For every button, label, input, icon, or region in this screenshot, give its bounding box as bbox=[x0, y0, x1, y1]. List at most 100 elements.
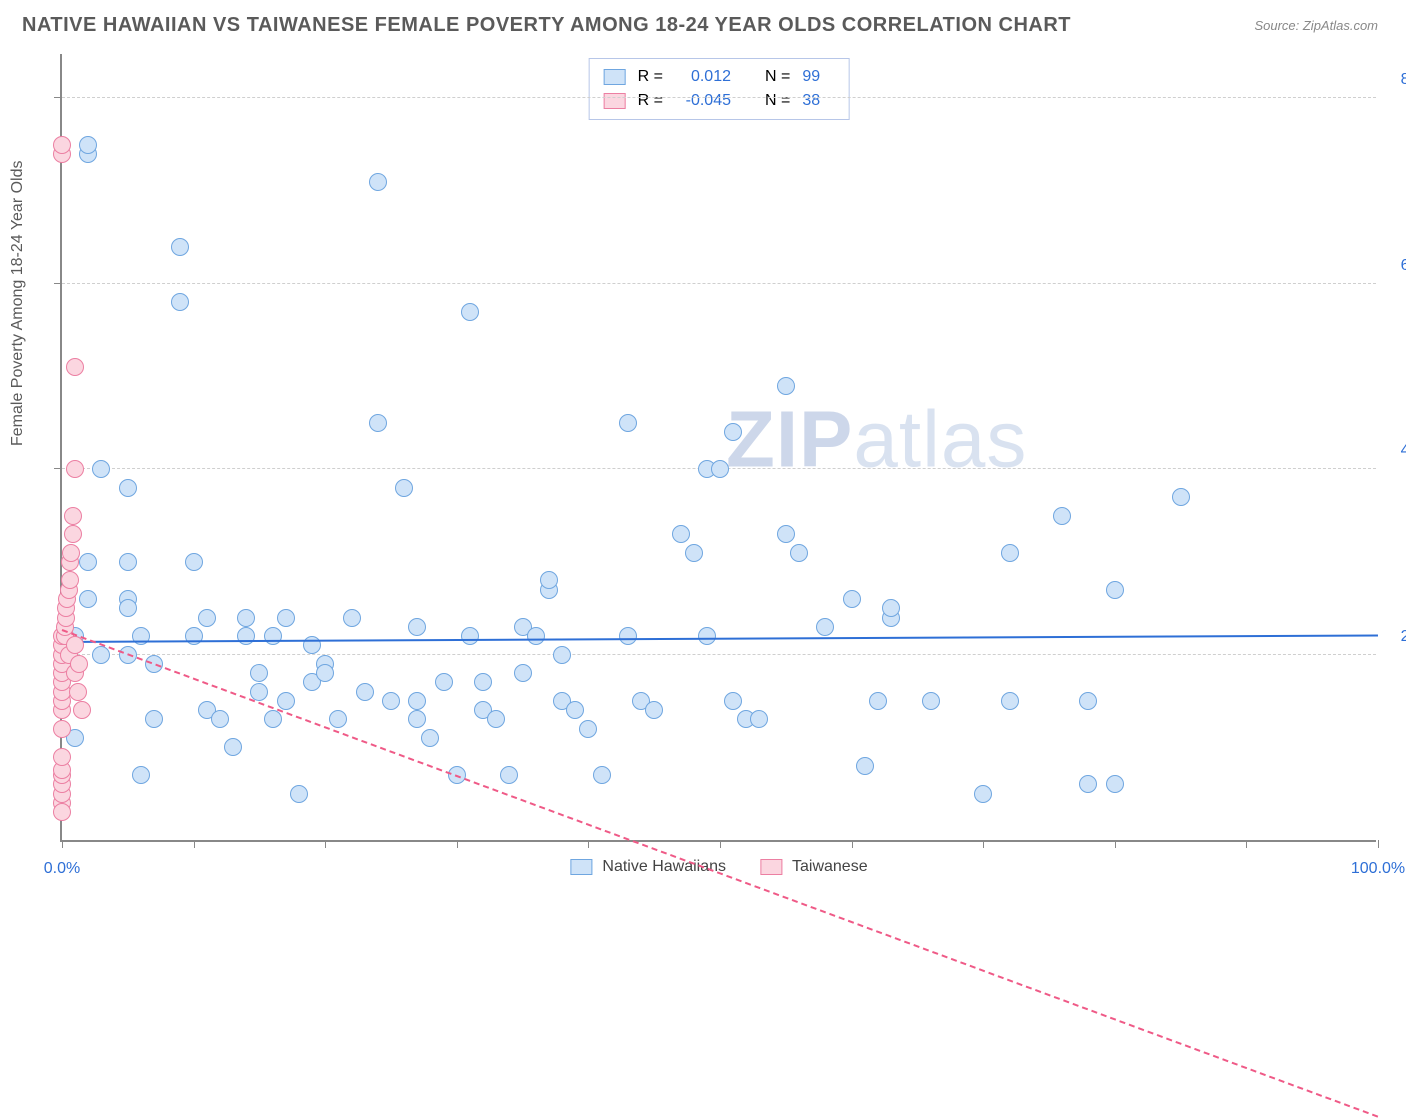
data-point bbox=[553, 646, 571, 664]
data-point bbox=[1079, 692, 1097, 710]
data-point bbox=[421, 729, 439, 747]
data-point bbox=[527, 627, 545, 645]
data-point bbox=[974, 785, 992, 803]
data-point bbox=[53, 748, 71, 766]
data-point bbox=[369, 173, 387, 191]
data-point bbox=[64, 525, 82, 543]
x-tick bbox=[62, 840, 63, 848]
trend-line bbox=[62, 635, 1378, 643]
n-label: N = bbox=[765, 89, 790, 113]
x-axis-label: 0.0% bbox=[44, 860, 80, 878]
n-value: 99 bbox=[802, 65, 830, 89]
r-value: -0.045 bbox=[675, 89, 731, 113]
data-point bbox=[250, 683, 268, 701]
data-point bbox=[408, 710, 426, 728]
x-tick bbox=[194, 840, 195, 848]
data-point bbox=[290, 785, 308, 803]
data-point bbox=[119, 599, 137, 617]
y-tick bbox=[54, 97, 62, 98]
data-point bbox=[264, 627, 282, 645]
data-point bbox=[61, 571, 79, 589]
data-point bbox=[171, 238, 189, 256]
data-point bbox=[264, 710, 282, 728]
data-point bbox=[474, 673, 492, 691]
x-tick bbox=[1246, 840, 1247, 848]
data-point bbox=[566, 701, 584, 719]
data-point bbox=[211, 710, 229, 728]
legend-swatch bbox=[760, 859, 782, 875]
data-point bbox=[395, 479, 413, 497]
x-tick bbox=[325, 840, 326, 848]
data-point bbox=[1079, 775, 1097, 793]
data-point bbox=[619, 414, 637, 432]
legend-swatch bbox=[604, 69, 626, 85]
data-point bbox=[750, 710, 768, 728]
watermark: ZIPatlas bbox=[726, 394, 1027, 486]
data-point bbox=[1001, 692, 1019, 710]
data-point bbox=[540, 571, 558, 589]
data-point bbox=[777, 525, 795, 543]
stat-row: R =0.012N =99 bbox=[604, 65, 831, 89]
x-tick bbox=[1378, 840, 1379, 848]
data-point bbox=[514, 664, 532, 682]
data-point bbox=[685, 544, 703, 562]
data-point bbox=[382, 692, 400, 710]
data-point bbox=[408, 692, 426, 710]
data-point bbox=[316, 664, 334, 682]
data-point bbox=[66, 358, 84, 376]
data-point bbox=[250, 664, 268, 682]
data-point bbox=[1106, 581, 1124, 599]
y-axis-label: 20.0% bbox=[1401, 628, 1406, 646]
data-point bbox=[70, 655, 88, 673]
x-axis-label: 100.0% bbox=[1351, 860, 1405, 878]
data-point bbox=[145, 710, 163, 728]
data-point bbox=[66, 460, 84, 478]
data-point bbox=[185, 553, 203, 571]
data-point bbox=[66, 636, 84, 654]
y-tick bbox=[54, 283, 62, 284]
r-label: R = bbox=[638, 89, 663, 113]
data-point bbox=[724, 692, 742, 710]
data-point bbox=[69, 683, 87, 701]
x-tick bbox=[720, 840, 721, 848]
n-value: 38 bbox=[802, 89, 830, 113]
data-point bbox=[369, 414, 387, 432]
data-point bbox=[461, 303, 479, 321]
n-label: N = bbox=[765, 65, 790, 89]
data-point bbox=[277, 609, 295, 627]
x-tick bbox=[457, 840, 458, 848]
r-label: R = bbox=[638, 65, 663, 89]
x-tick bbox=[588, 840, 589, 848]
x-tick bbox=[1115, 840, 1116, 848]
x-tick bbox=[983, 840, 984, 848]
data-point bbox=[1106, 775, 1124, 793]
data-point bbox=[1172, 488, 1190, 506]
data-point bbox=[53, 803, 71, 821]
data-point bbox=[698, 627, 716, 645]
data-point bbox=[329, 710, 347, 728]
legend-item: Taiwanese bbox=[760, 858, 868, 876]
data-point bbox=[119, 553, 137, 571]
gridline-horizontal bbox=[62, 97, 1376, 98]
data-point bbox=[645, 701, 663, 719]
data-point bbox=[500, 766, 518, 784]
data-point bbox=[790, 544, 808, 562]
data-point bbox=[711, 460, 729, 478]
data-point bbox=[487, 710, 505, 728]
data-point bbox=[882, 599, 900, 617]
data-point bbox=[79, 590, 97, 608]
y-axis-label: 80.0% bbox=[1401, 71, 1406, 89]
data-point bbox=[198, 609, 216, 627]
data-point bbox=[237, 609, 255, 627]
y-axis-title: Female Poverty Among 18-24 Year Olds bbox=[9, 161, 27, 447]
data-point bbox=[777, 377, 795, 395]
data-point bbox=[816, 618, 834, 636]
y-axis-label: 60.0% bbox=[1401, 257, 1406, 275]
plot-area: ZIPatlas R =0.012N =99R =-0.045N =38 Nat… bbox=[60, 54, 1376, 842]
data-point bbox=[856, 757, 874, 775]
data-point bbox=[92, 460, 110, 478]
data-point bbox=[237, 627, 255, 645]
chart-frame: ZIPatlas R =0.012N =99R =-0.045N =38 Nat… bbox=[60, 54, 1376, 842]
data-point bbox=[79, 553, 97, 571]
data-point bbox=[1001, 544, 1019, 562]
